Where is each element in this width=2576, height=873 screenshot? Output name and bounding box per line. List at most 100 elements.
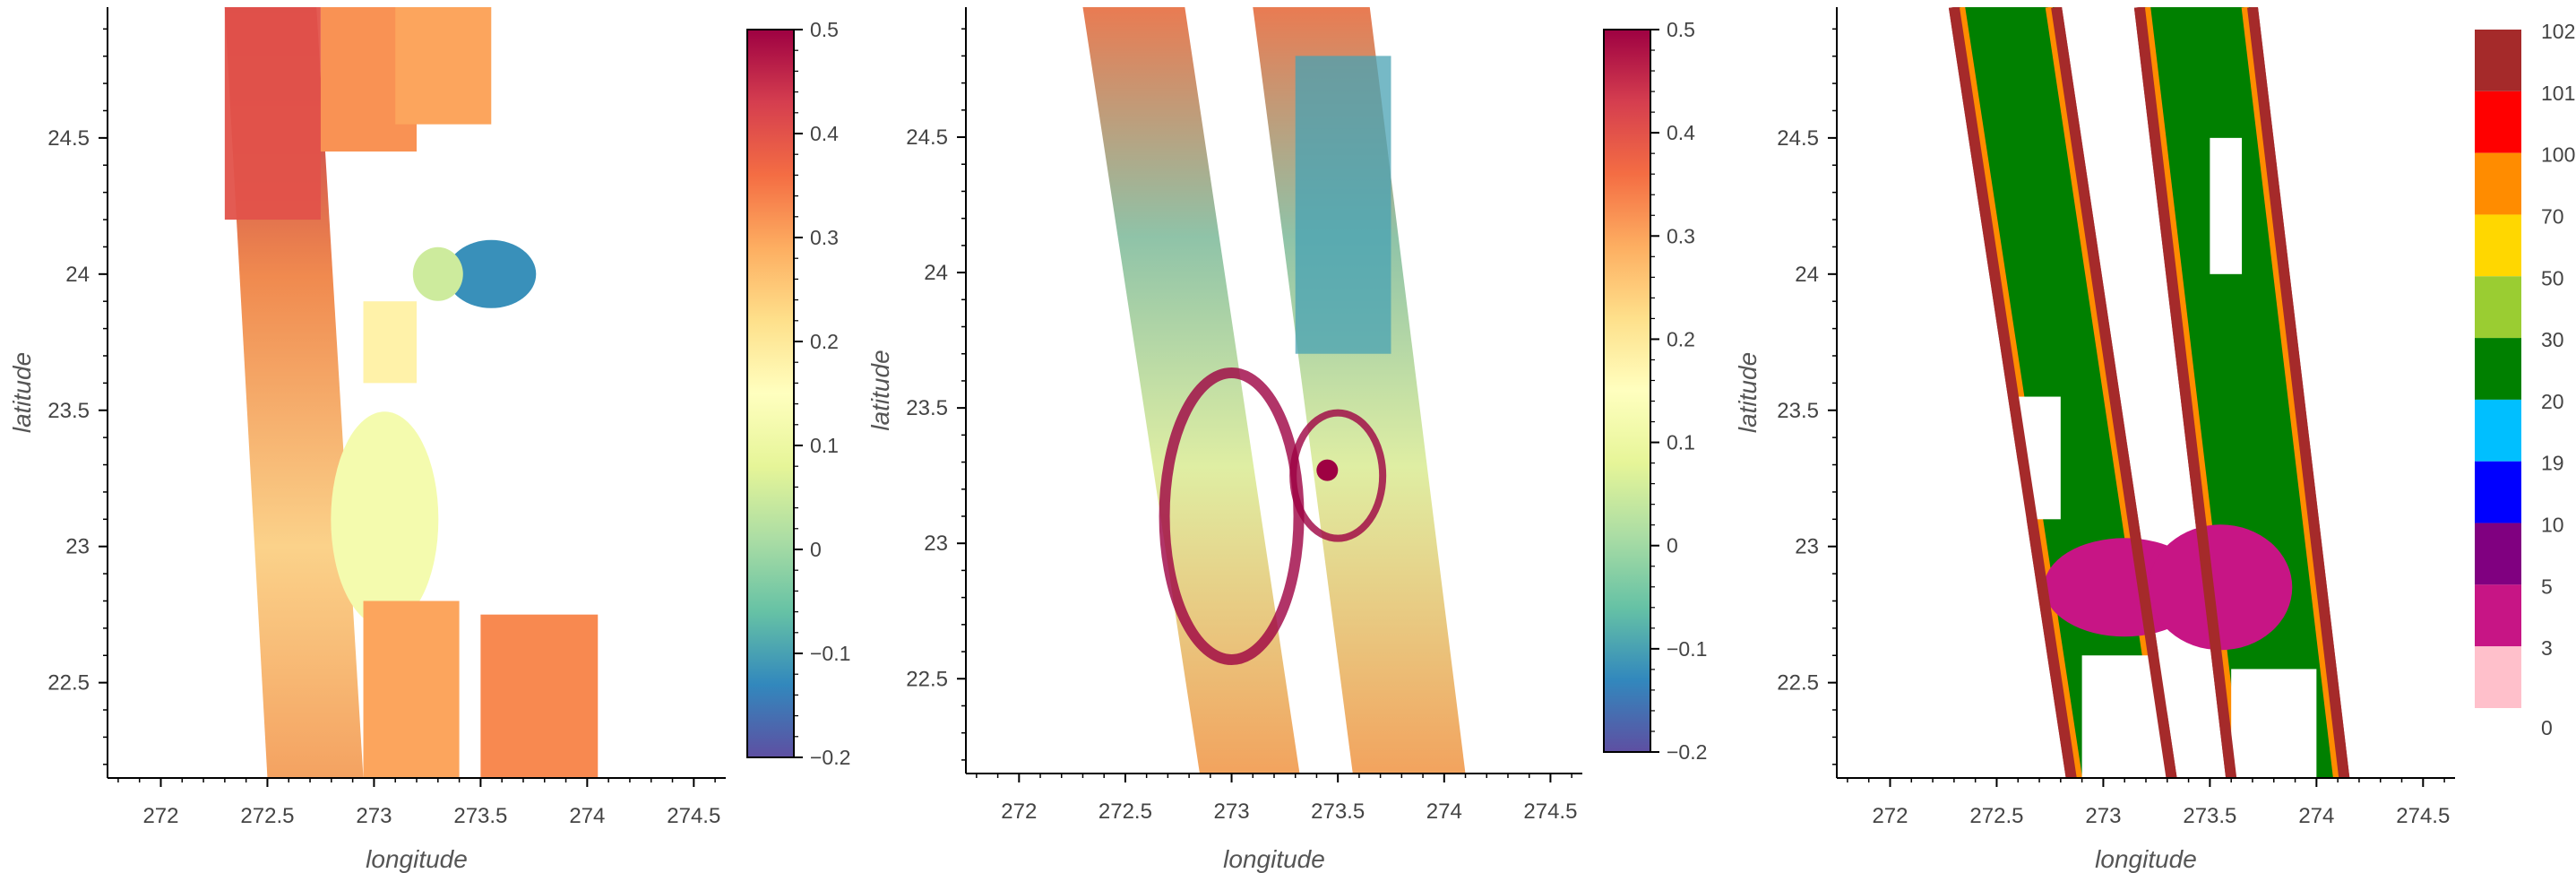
y-tick-label: 23.5 [906,396,948,420]
legend-swatch [2475,461,2521,523]
region-mid-patch [363,301,417,384]
region-eye [446,239,537,308]
legend-swatch [2475,399,2521,462]
legend-label: 101 [2541,82,2575,105]
colorbar-tick-label: 0.2 [810,330,839,353]
gap-right [2210,137,2243,274]
x-tick-label: 274.5 [667,804,720,828]
y-tick-label: 24.5 [1777,126,1819,151]
legend-label: 102 [2541,20,2575,43]
y-axis-title: latitude [866,350,894,430]
chart-panel-2: 272 272.5 273 273.5 274 274.5 22.5 23 23.5 24 24.5… [866,7,1707,873]
x-tick-label: 274 [569,804,605,828]
swath-edge-inner [2045,7,2168,778]
swath-edge-inner [1958,7,2083,778]
y-tick-label: 24.5 [47,126,90,151]
colorbar-tick-label: 0.3 [810,226,839,249]
x-tick-label: 274.5 [2396,804,2450,828]
colorbar-tick-label: 0.3 [1667,224,1695,247]
y-tick-label: 22.5 [906,667,948,691]
y-tick-label: 24 [65,263,90,287]
legend-label: 50 [2541,266,2564,290]
colorbar-tick-label: 0.1 [810,434,839,457]
legend-label: 5 [2541,575,2553,598]
region-lower-left [363,601,460,778]
plot-area [1948,7,2350,778]
x-tick-label: 272 [142,804,178,828]
y-tick-label: 22.5 [1777,671,1819,696]
swath-edge-outer [2051,7,2177,778]
swath-left [1082,7,1300,774]
x-tick-label: 273 [356,804,392,828]
chart-panel-1: 272 272.5 273 273.5 274 274.5 22.5 23 23.5 24 24.5… [8,7,850,873]
legend-label: 30 [2541,328,2564,351]
colorbar [1603,29,1651,753]
region-central-band [331,411,439,627]
legend-label: 70 [2541,204,2564,228]
region-storm-center [1316,459,1339,481]
legend-swatch [2475,584,2521,647]
y-tick-label: 24 [1795,263,1819,287]
region-right-north [1295,56,1391,354]
y-axis-title: latitude [1734,352,1762,433]
region-upper-mid [395,7,492,125]
colorbar-tick-label: 0 [810,538,822,561]
legend-label: 10 [2541,514,2564,537]
legend-swatch [2475,338,2521,400]
x-axis-title: longitude [2095,845,2197,873]
x-tick-label: 272.5 [1098,800,1152,824]
x-tick-label: 272.5 [1969,804,2023,828]
chart-panel-3: 272 272.5 273 273.5 274 274.5 22.5 23 23.5 24 24.5… [1734,7,2575,873]
swath-edge-outer [2247,7,2350,778]
x-tick-label: 274 [2298,804,2334,828]
colorbar-tick-label: 0 [1667,534,1678,558]
legend-swatch [2475,214,2521,277]
colorbar-tick-label: 0.1 [1667,431,1695,454]
colorbar-tick-label: −0.2 [810,746,850,769]
x-tick-label: 273.5 [453,804,507,828]
x-tick-label: 272 [1872,804,1908,828]
legend-label: 0 [2541,716,2553,739]
y-tick-label: 24.5 [906,125,948,150]
colorbar-tick-label: 0.2 [1667,327,1695,350]
region-upper-left [224,7,321,220]
x-tick-label: 272.5 [240,804,294,828]
x-tick-label: 273.5 [1311,800,1365,824]
x-tick-label: 274.5 [1523,800,1577,824]
swath-right [2139,7,2345,778]
region-eyewall [1289,409,1387,542]
swath-edge-outer [2133,7,2237,778]
legend-label: 100 [2541,143,2575,167]
y-tick-label: 23 [65,535,90,559]
x-tick-label: 272 [1001,800,1037,824]
legend-swatch [2475,30,2521,91]
legend-label: 19 [2541,452,2564,475]
x-tick-label: 273 [2085,804,2121,828]
y-tick-label: 23.5 [47,399,90,423]
colorbar-tick-label: 0.5 [810,18,839,41]
x-axis-title: longitude [1223,845,1325,873]
legend-label: 3 [2541,636,2553,660]
region-rain-band [1159,367,1305,665]
colorbar-tick-label: 0.4 [810,122,839,145]
legend-swatch [2475,276,2521,339]
region-lower-right [480,614,599,778]
legend-swatch [2475,152,2521,215]
colorbar-tick-label: −0.1 [1667,637,1707,661]
y-tick-label: 23.5 [1777,399,1819,423]
plot-area [1082,7,1466,774]
region-eye-edge [412,246,463,301]
colorbar-tick-label: −0.2 [1667,740,1707,764]
colorbar-tick-label: −0.1 [810,642,850,665]
x-axis-title: longitude [366,845,468,873]
y-axis-title: latitude [8,352,36,433]
y-tick-label: 23 [924,532,948,556]
colorbar-tick-label: 0.4 [1667,121,1695,144]
y-tick-label: 24 [924,261,948,285]
legend-swatch [2475,523,2521,585]
plot-area [224,7,599,778]
legend-swatch [2475,91,2521,153]
swath-edge-outer [1948,7,2077,778]
legend-label: 20 [2541,390,2564,413]
